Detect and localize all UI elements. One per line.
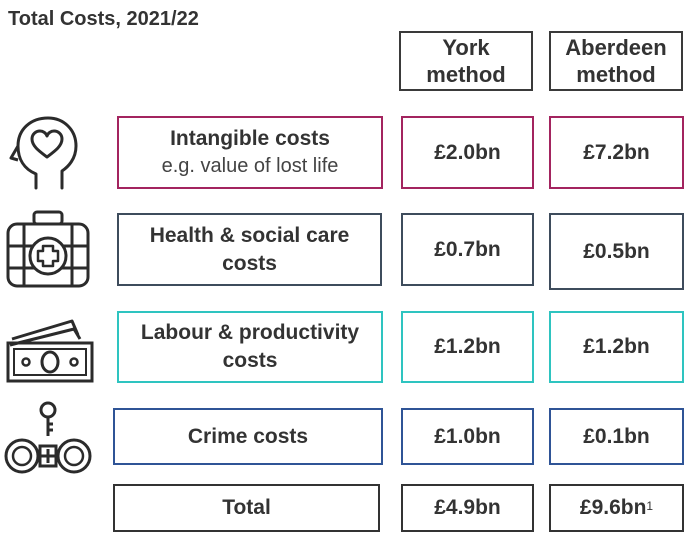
column-header-york: York method xyxy=(399,31,533,91)
row-total-york: £4.9bn xyxy=(401,484,534,532)
row-total-title: Total xyxy=(222,496,271,519)
row-crime-title: Crime costs xyxy=(187,424,309,448)
handcuffs-icon xyxy=(4,401,92,474)
row-labour-york: £1.2bn xyxy=(401,311,534,383)
row-intangible-york: £2.0bn xyxy=(401,116,534,189)
row-intangible-label: Intangible costs e.g. value of lost life xyxy=(117,116,383,189)
row-health-label: Health & social care costs xyxy=(117,213,382,286)
first-aid-kit-icon xyxy=(6,210,90,288)
row-health-title: Health & social care costs xyxy=(149,223,350,275)
row-crime-aberdeen: £0.1bn xyxy=(549,408,684,465)
banknotes-icon xyxy=(6,319,94,383)
row-intangible-aberdeen: £7.2bn xyxy=(549,116,684,189)
row-crime-york: £1.0bn xyxy=(401,408,534,465)
column-header-york-label: York method xyxy=(426,35,506,87)
row-labour-label: Labour & productivity costs xyxy=(117,311,383,383)
row-intangible-subtitle: e.g. value of lost life xyxy=(161,155,339,177)
row-total-aberdeen: £9.6bn 1 xyxy=(549,484,684,532)
footnote-marker: 1 xyxy=(646,499,654,513)
row-crime-label: Crime costs xyxy=(113,408,383,465)
column-header-aberdeen-label: Aberdeen method xyxy=(565,35,667,87)
column-header-aberdeen: Aberdeen method xyxy=(549,31,683,91)
row-total-aberdeen-value: £9.6bn xyxy=(579,496,647,519)
row-labour-aberdeen: £1.2bn xyxy=(549,311,684,383)
head-heart-icon xyxy=(9,116,78,190)
row-labour-title: Labour & productivity costs xyxy=(140,321,360,372)
row-total-label: Total xyxy=(113,484,380,532)
row-intangible-title: Intangible costs xyxy=(170,127,330,150)
page-title: Total Costs, 2021/22 xyxy=(8,8,199,30)
row-health-york: £0.7bn xyxy=(401,213,534,286)
row-health-aberdeen: £0.5bn xyxy=(549,213,684,290)
